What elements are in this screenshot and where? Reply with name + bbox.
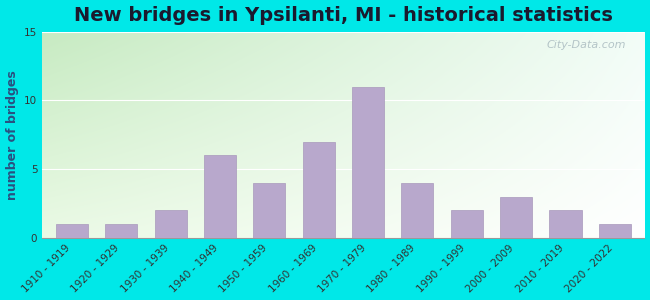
- Bar: [599, 224, 631, 238]
- Bar: [450, 210, 483, 238]
- Y-axis label: number of bridges: number of bridges: [6, 70, 19, 200]
- Bar: [105, 224, 137, 238]
- Text: City-Data.com: City-Data.com: [547, 40, 627, 50]
- Title: New bridges in Ypsilanti, MI - historical statistics: New bridges in Ypsilanti, MI - historica…: [74, 6, 613, 25]
- Bar: [204, 155, 236, 238]
- Bar: [155, 210, 187, 238]
- Bar: [254, 183, 285, 238]
- Bar: [303, 142, 335, 238]
- Bar: [56, 224, 88, 238]
- Bar: [401, 183, 434, 238]
- Bar: [500, 196, 532, 238]
- Bar: [352, 87, 384, 238]
- Bar: [549, 210, 582, 238]
